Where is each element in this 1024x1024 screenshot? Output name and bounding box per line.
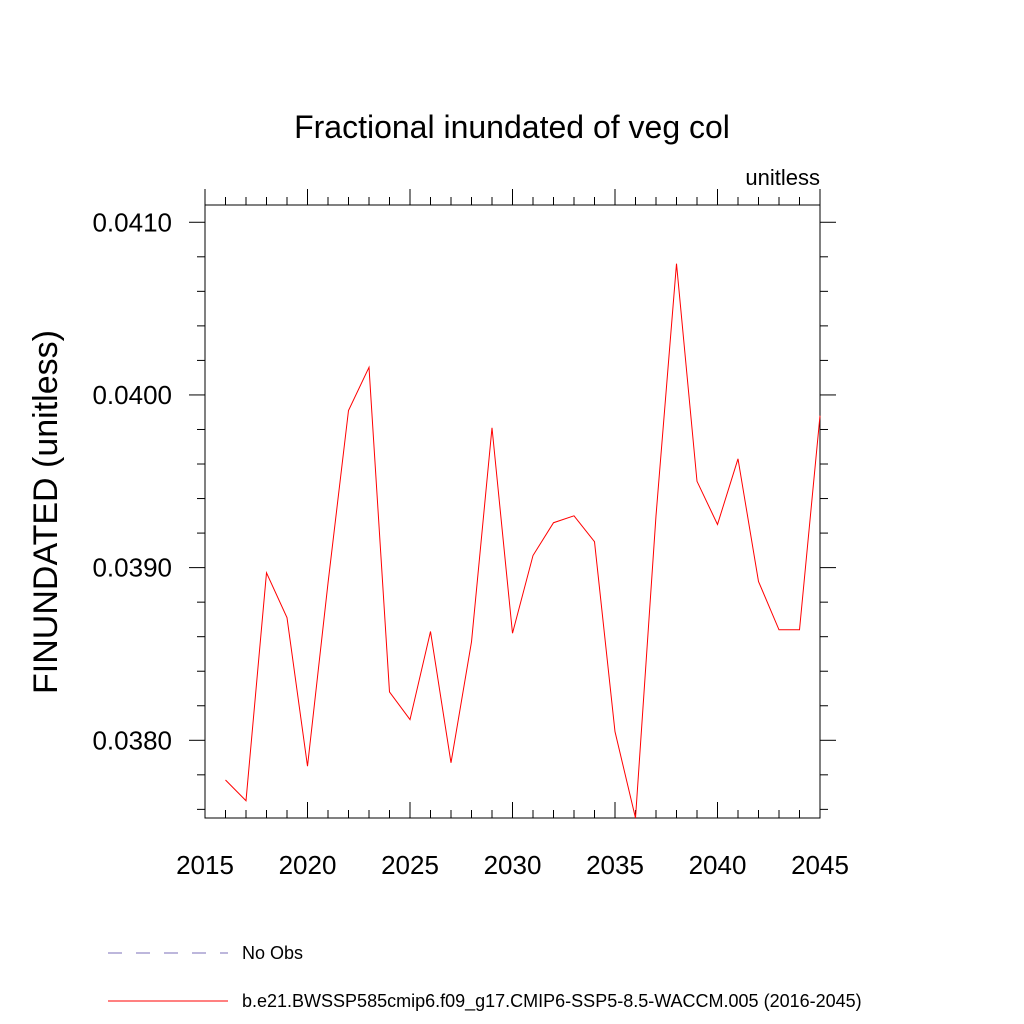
y-axis-label: FINUNDATED (unitless) [27,330,65,694]
x-axis: 2015 2020 2025 2030 2035 2040 2045 [176,189,849,880]
y-tick-label: 0.0400 [92,380,172,410]
x-tick-label: 2020 [279,850,337,880]
plot-frame [204,204,821,819]
y-tick-label: 0.0380 [92,725,172,755]
series-line [225,263,821,819]
x-tick-label: 2045 [791,850,849,880]
legend-label-waccm: b.e21.BWSSP585cmip6.f09_g17.CMIP6-SSP5-8… [242,991,862,1012]
x-tick-label: 2015 [176,850,234,880]
x-tick-label: 2030 [484,850,542,880]
units-label: unitless [745,165,820,190]
chart-title: Fractional inundated of veg col [294,109,730,145]
x-tick-label: 2025 [381,850,439,880]
y-tick-label: 0.0390 [92,553,172,583]
legend-label-no-obs: No Obs [242,943,303,963]
y-tick-label: 0.0410 [92,207,172,237]
series-layer [225,263,821,819]
x-tick-label: 2035 [586,850,644,880]
legend: No Obs b.e21.BWSSP585cmip6.f09_g17.CMIP6… [108,943,862,1012]
y-axis: 0.0380 0.0390 0.0400 0.0410 [92,207,836,810]
x-tick-label: 2040 [689,850,747,880]
